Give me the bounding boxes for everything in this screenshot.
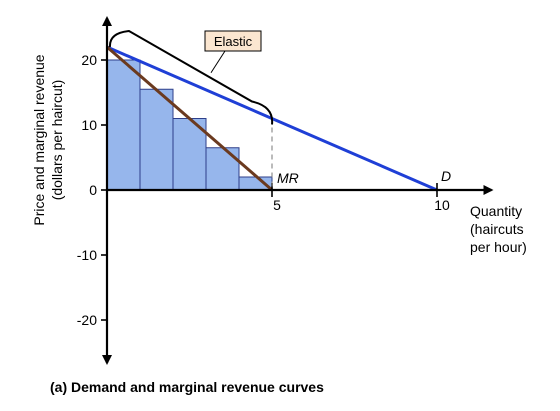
y-tick-label--20: -20	[77, 312, 97, 328]
chart-caption: (a) Demand and marginal revenue curves	[50, 379, 324, 395]
mr-bar-4	[206, 148, 239, 190]
x-tick-label-5: 5	[273, 197, 281, 213]
x-axis-title-line-3: per hour)	[470, 239, 527, 255]
y-tick-label-10: 10	[81, 117, 97, 133]
elastic-callout-label: Elastic	[214, 34, 253, 49]
mr-bar-2	[140, 89, 173, 190]
x-tick-label-10: 10	[434, 197, 450, 213]
elastic-callout-leader	[211, 51, 225, 73]
mr-bar-1	[107, 60, 140, 190]
mr-curve-label: MR	[277, 170, 299, 186]
y-tick-label-20: 20	[81, 52, 97, 68]
x-axis-title-line-1: Quantity	[470, 203, 522, 219]
x-axis-title-line-2: (haircuts	[470, 221, 524, 237]
y-axis-title-line-1: Price and marginal revenue	[31, 54, 47, 225]
y-axis-title-line-2: (dollars per haircut)	[49, 80, 65, 201]
y-tick-label--10: -10	[77, 247, 97, 263]
demand-curve-label: D	[441, 168, 451, 184]
y-tick-label-0: 0	[89, 182, 97, 198]
mr-bar-5	[239, 177, 272, 190]
